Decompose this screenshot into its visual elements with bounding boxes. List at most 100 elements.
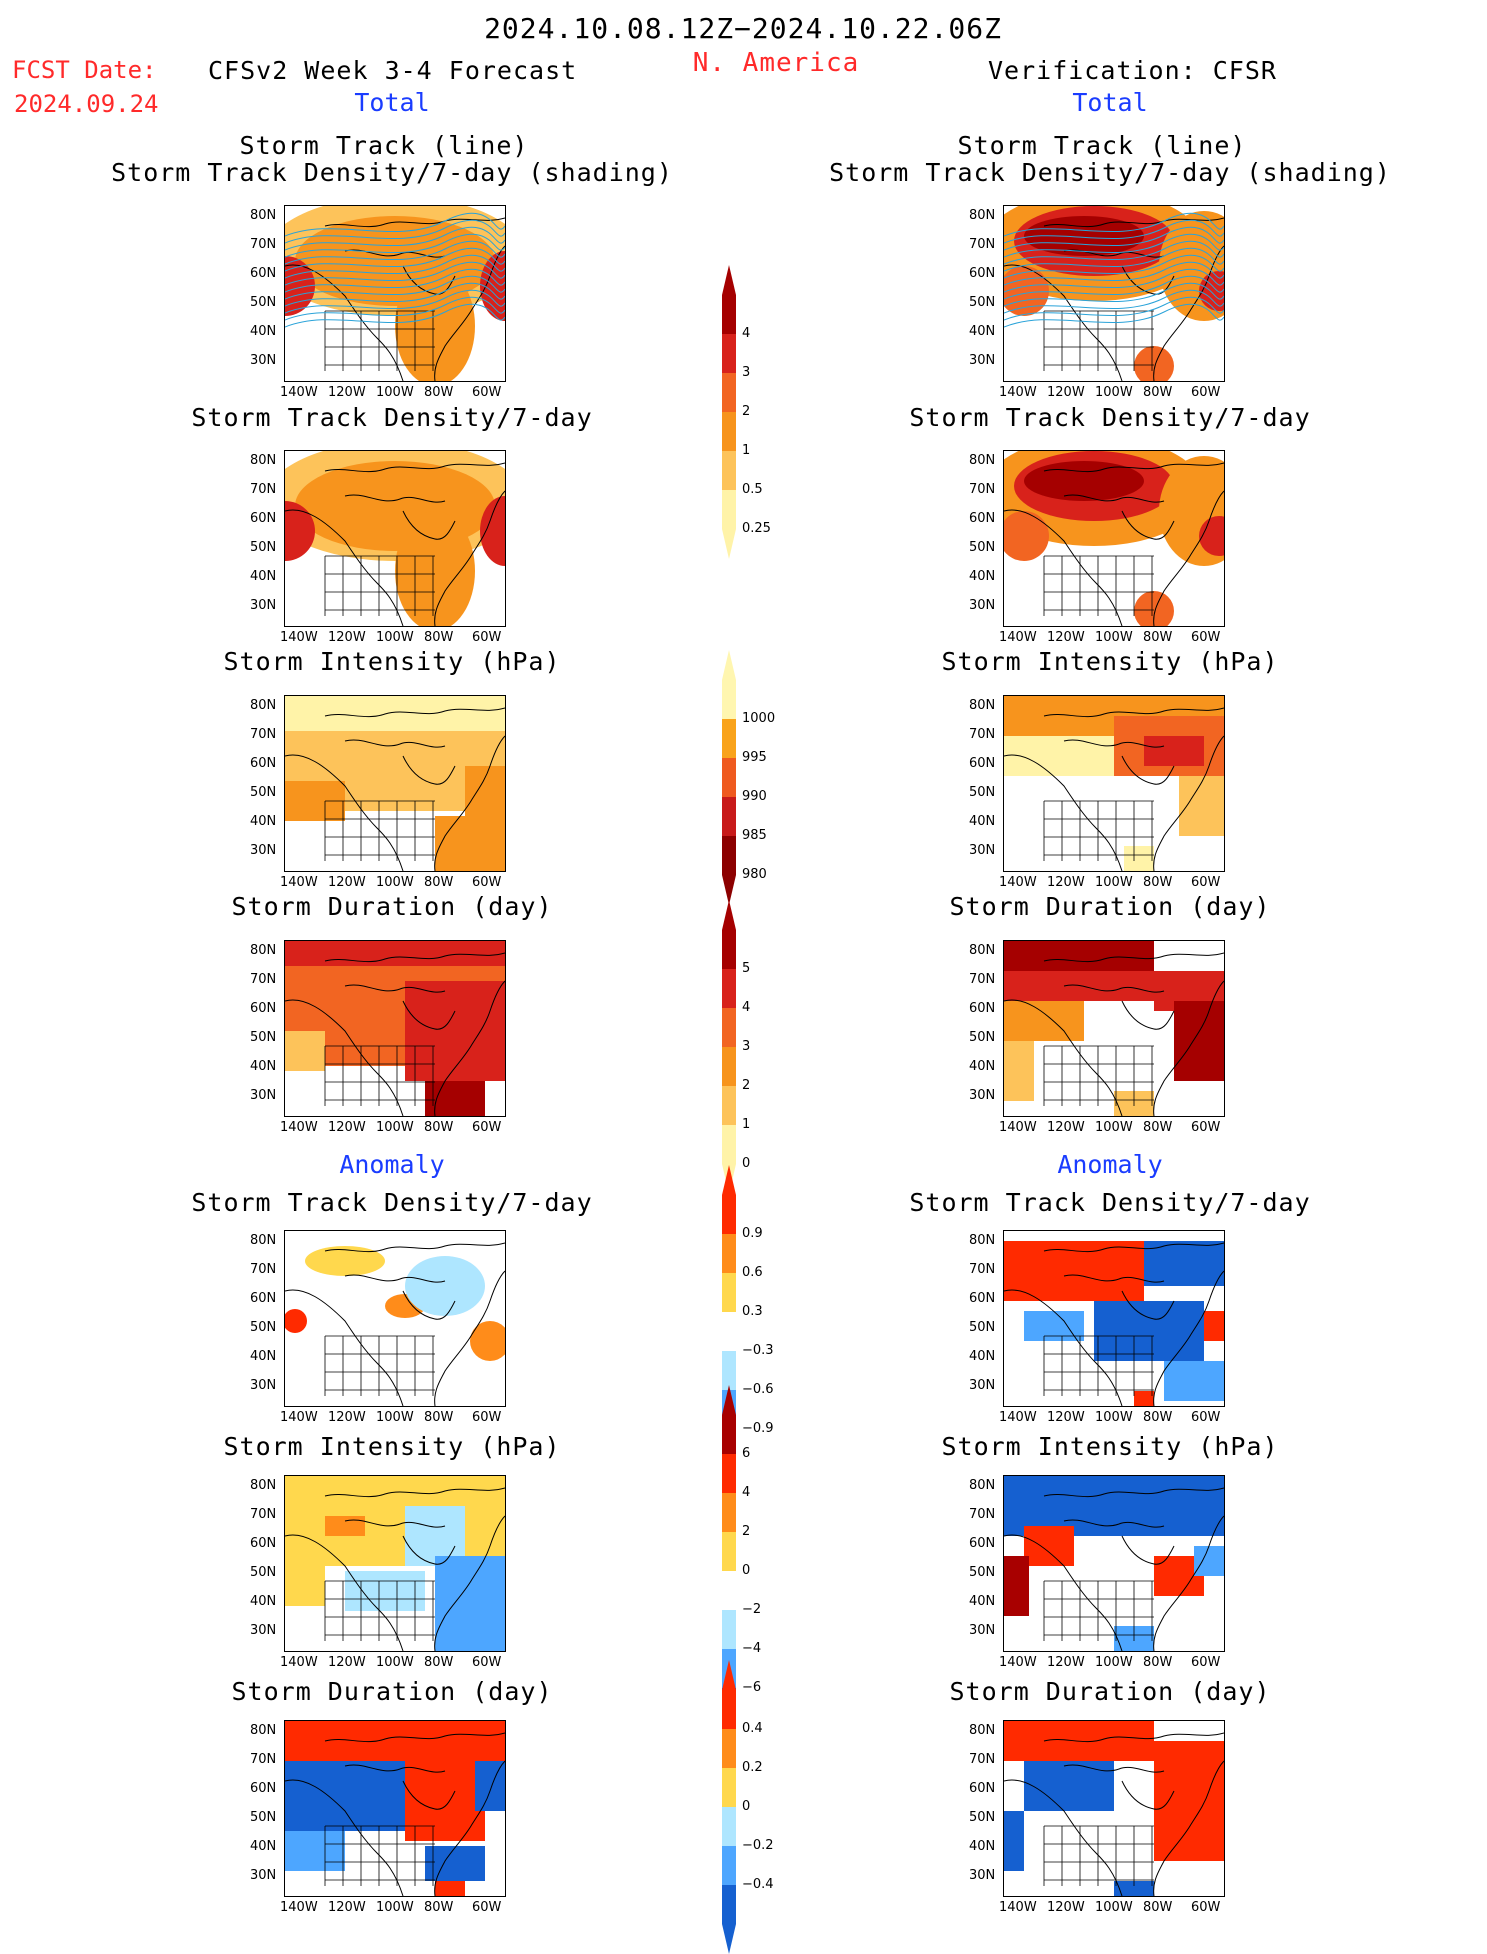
colorbar-cell (722, 1312, 736, 1351)
lat-tick-label: 50N (250, 1030, 277, 1045)
map-panel (284, 940, 506, 1117)
lon-tick-label: 120W (1047, 875, 1085, 890)
lon-tick-label: 120W (1047, 1900, 1085, 1915)
colorbar-label: 3 (742, 365, 751, 380)
storm-track-line (285, 262, 505, 286)
panel-title-duration-left: Storm Duration (day) (231, 892, 553, 921)
coastline (285, 999, 404, 1116)
lat-tick-label: 50N (969, 1320, 996, 1335)
colorbar-label: 0.9 (742, 1226, 763, 1241)
shading-cell (1004, 971, 1154, 1001)
lon-tick-label: 80W (424, 1120, 454, 1135)
shading-cell (1134, 1391, 1154, 1406)
lon-tick-label: 60W (1191, 1655, 1221, 1670)
coastline (324, 1487, 505, 1498)
colorbar-arrow-top (722, 1660, 736, 1690)
coastline (434, 735, 505, 871)
coastline (1043, 1487, 1224, 1498)
coastline (1121, 1535, 1175, 1565)
colorbar-arrow-top (722, 1165, 736, 1195)
coastline (344, 739, 446, 748)
lat-tick-label: 60N (969, 266, 996, 281)
storm-track-line (1004, 304, 1224, 328)
lat-tick-label: 70N (250, 972, 277, 987)
storm-track-line (285, 234, 505, 258)
coastline (324, 707, 505, 718)
lon-tick-label: 120W (1047, 1410, 1085, 1425)
period-title: 2024.10.08.12Z−2024.10.22.06Z (484, 12, 1002, 45)
panel-title-duration-anom-left: Storm Duration (day) (231, 1677, 553, 1706)
shading-cell (435, 816, 465, 871)
lat-tick-label: 30N (969, 1088, 996, 1103)
coastline (1043, 1732, 1224, 1743)
lon-tick-label: 140W (280, 1900, 318, 1915)
coastline (1121, 1780, 1175, 1810)
lat-tick-label: 60N (969, 756, 996, 771)
colorbar-cell (722, 969, 736, 1008)
shading-region (395, 266, 475, 381)
lat-tick-label: 30N (250, 843, 277, 858)
lat-tick-label: 40N (250, 1059, 277, 1074)
colorbar-cell (722, 490, 736, 529)
coastline (324, 1242, 505, 1253)
colorbar-label: −4 (742, 1641, 762, 1656)
shading-cell (1144, 1241, 1224, 1286)
lat-tick-label: 60N (250, 266, 277, 281)
lat-tick-label: 70N (969, 727, 996, 742)
lon-tick-label: 120W (328, 630, 366, 645)
region-label: N. America (692, 48, 860, 78)
shading-region (1199, 516, 1224, 556)
coastline (1004, 1289, 1123, 1406)
lon-tick-label: 120W (328, 875, 366, 890)
colorbar-arrow-top (722, 900, 736, 930)
lat-tick-label: 50N (969, 295, 996, 310)
shading-region (480, 251, 505, 321)
colorbar-cell (722, 1454, 736, 1493)
lat-tick-label: 60N (250, 1001, 277, 1016)
lat-tick-label: 80N (969, 453, 996, 468)
shading-cell (1174, 1001, 1224, 1081)
lon-tick-label: 60W (1191, 1120, 1221, 1135)
lon-tick-label: 80W (424, 1900, 454, 1915)
lat-tick-label: 30N (969, 1868, 996, 1883)
colorbar-label: 0 (742, 1563, 751, 1578)
lon-tick-label: 120W (328, 1655, 366, 1670)
shading-cell (1004, 1811, 1024, 1871)
coastline (402, 265, 456, 295)
map-panel (284, 1720, 506, 1897)
lat-tick-label: 50N (250, 1810, 277, 1825)
panel-title-intensity-left: Storm Intensity (hPa) (223, 647, 561, 676)
coastline (1043, 707, 1224, 718)
colorbar-label: 2 (742, 404, 751, 419)
storm-track-line (1004, 283, 1224, 307)
coastline (1004, 999, 1123, 1116)
lon-tick-label: 100W (1095, 875, 1133, 890)
shading-region (480, 496, 505, 566)
colorbar-cell (722, 295, 736, 334)
storm-track-line (285, 290, 505, 314)
map-panel (1003, 940, 1225, 1117)
lat-tick-label: 70N (250, 727, 277, 742)
colorbar-cell (722, 1125, 736, 1164)
storm-track-line (285, 248, 505, 272)
coastline (285, 264, 404, 381)
coastline (1153, 735, 1224, 871)
lon-tick-label: 80W (1143, 875, 1173, 890)
lon-tick-label: 60W (1191, 1410, 1221, 1425)
storm-track-line (1004, 241, 1224, 265)
shading-region (285, 256, 315, 316)
coastline (434, 490, 505, 626)
shading-cell (285, 1831, 345, 1871)
shading-cell (405, 981, 505, 1081)
coastline (344, 494, 446, 503)
lon-tick-label: 100W (1095, 1410, 1133, 1425)
lon-tick-label: 80W (424, 1410, 454, 1425)
coastline (434, 1760, 505, 1896)
storm-track-line (285, 241, 505, 265)
shading-cell (1024, 1526, 1074, 1566)
colorbar-cell (722, 680, 736, 719)
map-panel (284, 695, 506, 872)
shading-cell (1004, 736, 1114, 776)
colorbar-label: 0.3 (742, 1304, 763, 1319)
lat-tick-label: 50N (969, 1565, 996, 1580)
